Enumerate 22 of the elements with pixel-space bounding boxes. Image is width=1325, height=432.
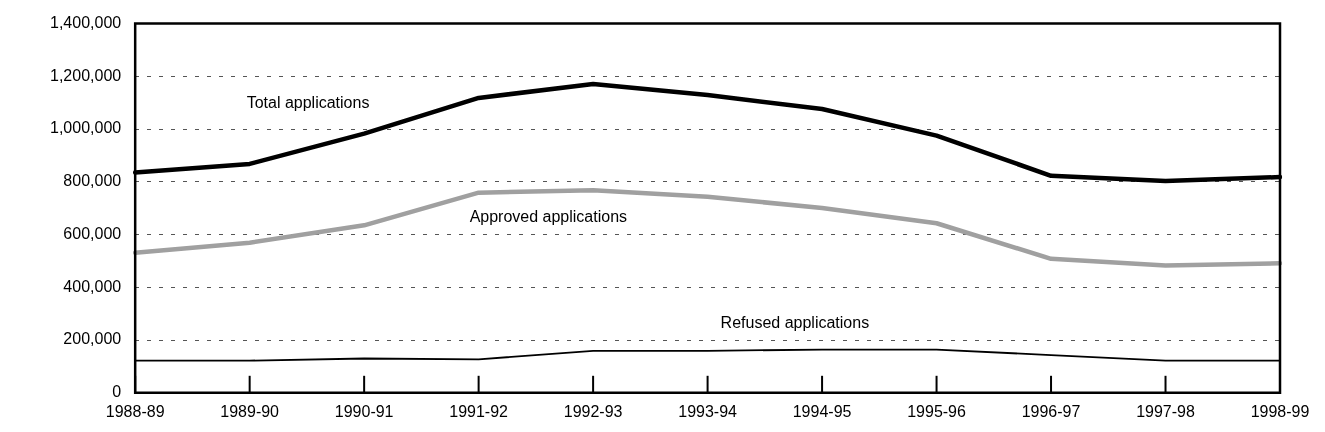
x-tick-label: 1997-98 — [1136, 402, 1195, 420]
y-tick-label: 1,200,000 — [49, 66, 122, 84]
series-label: Total applications — [246, 94, 370, 112]
x-tick-label: 1988-89 — [105, 402, 165, 420]
y-tick-label: 1,400,000 — [49, 14, 122, 32]
x-tick-label: 1994-95 — [792, 402, 852, 420]
y-tick-label: 800,000 — [63, 172, 122, 190]
series-label: Refused applications — [720, 314, 870, 332]
y-tick-label: 600,000 — [63, 224, 122, 242]
y-tick-label: 0 — [112, 383, 122, 401]
x-tick-label: 1992-93 — [563, 402, 623, 420]
x-tick-label: 1991-92 — [449, 402, 509, 420]
x-tick-label: 1989-90 — [220, 402, 280, 420]
x-tick-label: 1993-94 — [678, 402, 738, 420]
x-tick-label: 1996-97 — [1021, 402, 1081, 420]
x-tick-label: 1998-99 — [1250, 402, 1310, 420]
series-label: Approved applications — [469, 208, 628, 226]
x-tick-label: 1990-91 — [334, 402, 394, 420]
x-tick-label: 1995-96 — [907, 402, 967, 420]
y-tick-label: 400,000 — [63, 277, 122, 295]
y-tick-label: 1,000,000 — [49, 119, 122, 137]
y-tick-label: 200,000 — [63, 330, 122, 348]
